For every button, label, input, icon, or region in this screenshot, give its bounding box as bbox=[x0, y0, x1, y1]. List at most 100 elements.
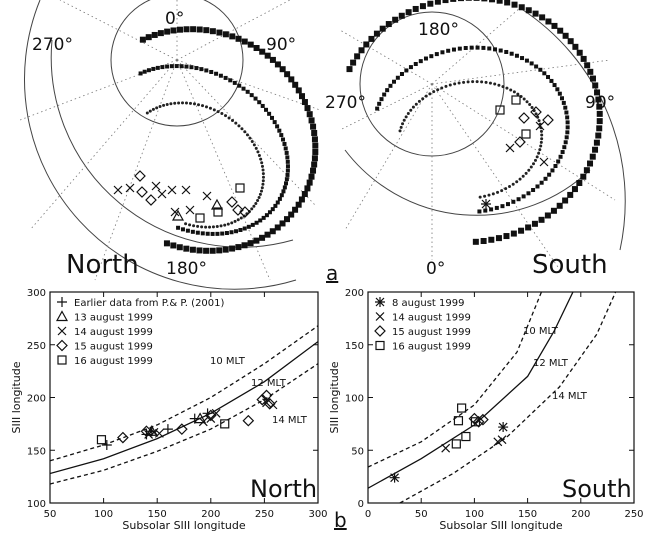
north-inner-oval-dot bbox=[237, 124, 241, 128]
y-tick-label: 250 bbox=[27, 341, 46, 352]
data-point bbox=[389, 472, 400, 483]
legend-marker bbox=[57, 355, 67, 365]
legend-entry: 13 august 1999 bbox=[74, 313, 153, 324]
north-inner-oval-dot bbox=[192, 102, 196, 106]
north-middle-oval-dot bbox=[242, 226, 247, 231]
data-point bbox=[457, 403, 467, 413]
north-middle-oval-dot bbox=[285, 159, 290, 164]
north-middle-oval-dot bbox=[155, 65, 160, 70]
south-middle-oval-dot bbox=[550, 168, 555, 173]
north-middle-oval-dot bbox=[160, 65, 165, 70]
north-inner-oval-dot bbox=[260, 164, 264, 168]
south-inner-oval-dot bbox=[511, 182, 515, 186]
north-middle-oval-dot bbox=[270, 207, 275, 212]
south-middle-oval-dot bbox=[524, 58, 529, 63]
south-outer-oval-dot bbox=[557, 27, 564, 34]
north-middle-oval-dot bbox=[218, 73, 223, 78]
north-outer-oval-dot bbox=[269, 228, 276, 235]
south-outer-oval-dot bbox=[576, 49, 583, 56]
south-outer-oval-dot bbox=[472, 238, 479, 245]
north-middle-oval-dot bbox=[267, 210, 272, 215]
north-inner-oval-dot bbox=[260, 186, 264, 190]
north-middle-oval-dot bbox=[184, 64, 189, 69]
data-point bbox=[189, 413, 200, 424]
north-inner-oval-dot bbox=[151, 107, 155, 111]
footprint-x bbox=[535, 121, 545, 131]
footprint-diamond bbox=[232, 204, 244, 216]
north-outer-oval-dot bbox=[259, 234, 266, 241]
north-outer-oval-dot bbox=[229, 245, 236, 252]
north-outer-oval-dot bbox=[264, 231, 271, 238]
south-outer-oval-dot bbox=[354, 53, 361, 60]
south-middle-oval-dot bbox=[529, 61, 534, 66]
south-middle-oval-dot bbox=[520, 56, 525, 61]
south-outer-oval-dot bbox=[385, 21, 392, 28]
south-outer-oval-dot bbox=[434, 0, 441, 5]
south-inner-oval-dot bbox=[537, 119, 541, 123]
north-inner-oval-dot bbox=[145, 111, 149, 115]
south-inner-oval-dot bbox=[529, 165, 533, 169]
south-outer-oval-dot bbox=[412, 5, 419, 12]
north-outer-oval-dot bbox=[170, 27, 177, 34]
south-outer-oval-dot bbox=[398, 12, 405, 19]
data-point bbox=[140, 425, 153, 438]
south-lon-right: 90° bbox=[585, 93, 615, 113]
south-middle-oval-dot bbox=[481, 45, 486, 50]
north-middle-oval-dot bbox=[261, 215, 266, 220]
south-outer-oval-dot bbox=[589, 75, 596, 82]
x-tick-label: 50 bbox=[415, 509, 428, 520]
north-outer-oval-dot bbox=[310, 123, 317, 130]
north-middle-oval-dot bbox=[229, 230, 234, 235]
north-middle-oval-dot bbox=[285, 172, 290, 177]
south-middle-oval-dot bbox=[451, 47, 456, 52]
x-tick-label: 150 bbox=[518, 509, 537, 520]
footprint-asterisk bbox=[481, 199, 491, 209]
y-axis-label: SIII longitude bbox=[328, 361, 341, 433]
data-point bbox=[493, 437, 503, 447]
south-outer-oval-dot bbox=[450, 0, 457, 2]
south-middle-oval-dot bbox=[413, 61, 418, 66]
mlt-label: 14 MLT bbox=[272, 415, 308, 426]
south-middle-oval-dot bbox=[375, 106, 380, 111]
footprint-triangle bbox=[210, 198, 224, 210]
north-outer-circle bbox=[23, 0, 297, 290]
legend-entry: 15 august 1999 bbox=[74, 342, 153, 353]
south-middle-oval-dot bbox=[494, 205, 499, 210]
south-inner-oval-dot bbox=[404, 115, 408, 119]
north-outer-oval-dot bbox=[241, 242, 248, 249]
north-middle-oval-dot bbox=[283, 146, 288, 151]
north-middle-circle bbox=[50, 39, 294, 248]
south-inner-oval-dot bbox=[516, 92, 520, 96]
north-lon-right: 90° bbox=[266, 35, 296, 55]
north-inner-oval-dot bbox=[257, 196, 261, 200]
south-inner-oval-dot bbox=[496, 190, 500, 194]
south-inner-oval-dot bbox=[512, 90, 516, 94]
south-inner-oval-dot bbox=[504, 187, 508, 191]
south-outer-oval-dot bbox=[496, 0, 503, 4]
south-middle-oval-dot bbox=[514, 53, 519, 58]
north-middle-oval-dot bbox=[282, 141, 287, 146]
north-inner-oval-dot bbox=[148, 109, 152, 113]
south-outer-oval-dot bbox=[593, 139, 600, 146]
south-middle-oval-dot bbox=[526, 191, 531, 196]
south-middle-oval-dot bbox=[487, 46, 492, 51]
south-middle-oval-dot bbox=[408, 65, 413, 70]
north-inner-oval-dot bbox=[261, 172, 265, 176]
north-outer-oval-dot bbox=[203, 27, 210, 34]
footprint-diamond bbox=[226, 196, 238, 208]
mlt-label: 12 MLT bbox=[533, 358, 569, 369]
north-outer-oval-dot bbox=[306, 111, 313, 118]
south-middle-oval-dot bbox=[553, 164, 558, 169]
north-outer-oval-dot bbox=[229, 33, 236, 40]
panel-a-label: a bbox=[326, 261, 338, 285]
south-middle-oval-dot bbox=[509, 51, 514, 56]
north-middle-oval-dot bbox=[237, 83, 242, 88]
north-middle-oval-dot bbox=[270, 115, 275, 120]
chart-title: South bbox=[562, 475, 632, 503]
south-inner-oval-dot bbox=[471, 80, 475, 84]
north-outer-oval-dot bbox=[283, 216, 290, 223]
north-outer-oval-dot bbox=[288, 211, 295, 218]
south-middle-oval-dot bbox=[399, 71, 404, 76]
legend-marker bbox=[57, 326, 67, 336]
north-middle-oval-dot bbox=[169, 64, 174, 69]
